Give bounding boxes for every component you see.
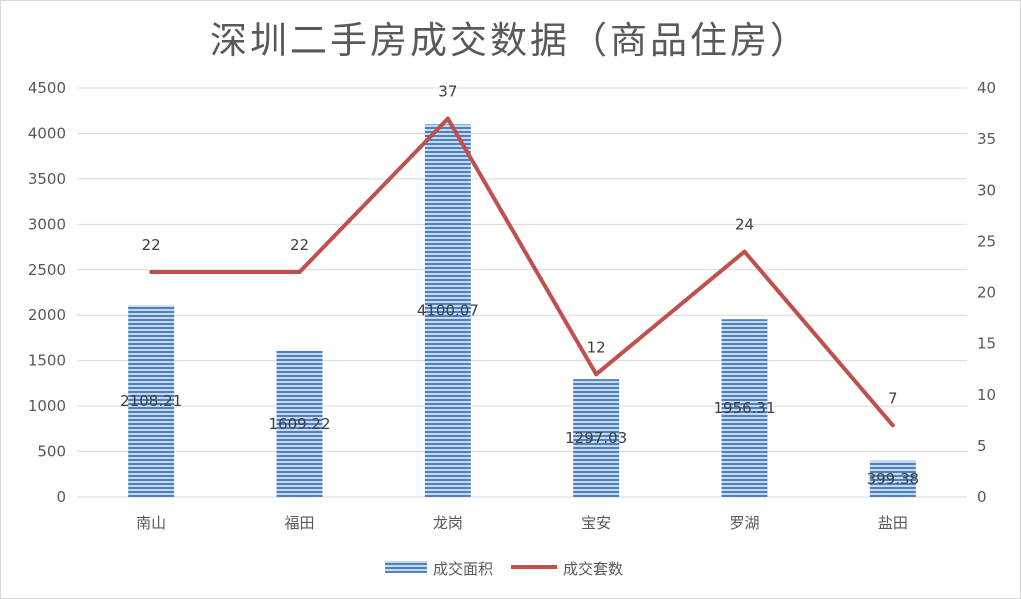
right-axis-tick-label: 40 (977, 79, 996, 97)
right-axis-tick-label: 10 (977, 386, 996, 404)
right-axis-tick-label: 30 (977, 181, 996, 199)
bar-data-label: 1297.03 (565, 429, 627, 447)
left-axis-tick-label: 0 (56, 488, 66, 506)
line-data-label: 22 (142, 236, 161, 254)
legend-label-count: 成交套数 (563, 560, 623, 578)
category-label: 罗湖 (729, 514, 759, 532)
left-axis-tick-label: 4500 (28, 79, 66, 97)
right-axis-tick-label: 0 (977, 488, 987, 506)
area-bars (128, 124, 916, 498)
right-axis-tick-label: 20 (977, 284, 996, 302)
category-label: 宝安 (581, 514, 611, 532)
chart-title: 深圳二手房成交数据（商品住房） (210, 19, 810, 62)
legend: 成交面积 成交套数 (385, 560, 623, 578)
bar (128, 305, 175, 497)
bar (573, 379, 620, 497)
left-axis-tick-label: 1500 (28, 352, 66, 370)
left-axis-tick-label: 4000 (28, 124, 66, 142)
left-axis-tick-label: 2000 (28, 306, 66, 324)
bar (869, 460, 916, 497)
bar (276, 350, 323, 497)
line-point (149, 270, 154, 275)
right-axis-tick-label: 25 (977, 232, 996, 250)
left-y-axis: 0 500 1000 1500 2000 2500 3000 3500 4000 4500 (28, 79, 66, 506)
left-axis-tick-label: 2500 (28, 261, 66, 279)
bar-data-label: 1956.31 (713, 399, 775, 417)
line-point (297, 270, 302, 275)
line-data-label: 12 (587, 338, 606, 356)
right-axis-tick-label: 15 (977, 335, 996, 353)
category-label: 龙岗 (433, 514, 463, 532)
line-data-label: 7 (888, 389, 898, 407)
bar (721, 319, 768, 497)
category-label: 福田 (284, 514, 314, 532)
count-line (149, 116, 895, 428)
left-axis-tick-label: 500 (37, 443, 66, 461)
right-y-axis: 0 5 10 15 20 25 30 35 40 (977, 79, 996, 506)
line-data-label: 37 (438, 83, 457, 101)
bar-data-label: 2108.21 (120, 392, 182, 410)
line-data-label: 22 (290, 236, 309, 254)
line-data-label: 24 (735, 216, 754, 234)
line-point (890, 423, 895, 428)
legend-label-area: 成交面积 (433, 560, 493, 578)
right-axis-tick-label: 35 (977, 130, 996, 148)
category-label: 盐田 (878, 514, 908, 532)
left-axis-tick-label: 3500 (28, 170, 66, 188)
left-axis-tick-label: 3000 (28, 215, 66, 233)
bar-data-label: 399.38 (867, 470, 920, 488)
bar (424, 124, 471, 498)
line-point (594, 372, 599, 377)
gridlines (77, 87, 967, 498)
line-point (742, 249, 747, 254)
category-labels: 南山 福田 龙岗 宝安 罗湖 盐田 (136, 514, 908, 532)
legend-swatch-area (385, 561, 427, 573)
series-line (151, 116, 895, 427)
category-label: 南山 (136, 514, 166, 532)
left-axis-tick-label: 1000 (28, 397, 66, 415)
data-labels: 2108.21 1609.22 4100.07 1297.03 1956.31 399.3… (120, 83, 919, 488)
line-point (445, 116, 450, 121)
right-axis-tick-label: 5 (977, 437, 987, 455)
bar-data-label: 4100.07 (417, 302, 479, 320)
bar-data-label: 1609.22 (268, 415, 330, 433)
